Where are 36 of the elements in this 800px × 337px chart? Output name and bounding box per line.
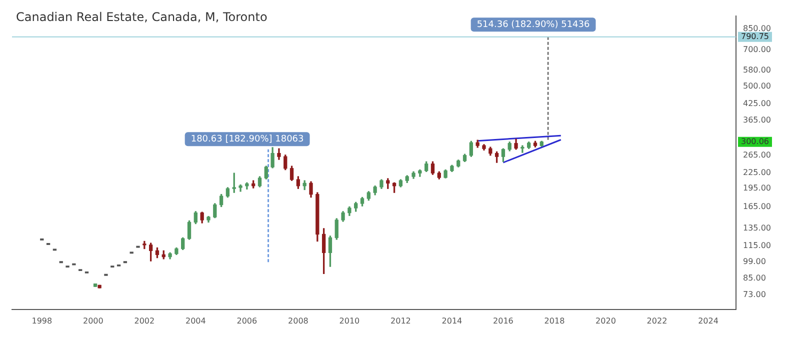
y-tick-label: 135.00 — [743, 224, 771, 233]
y-tick-label: 265.00 — [743, 150, 771, 160]
x-tick-label: 1998 — [32, 316, 52, 326]
y-tick-label: 115.00 — [743, 240, 771, 250]
x-tick-label: 2024 — [698, 316, 718, 326]
y-tick-label: 850.00 — [743, 24, 771, 34]
x-tick-label: 2020 — [596, 316, 616, 326]
x-tick-label: 2022 — [646, 316, 668, 326]
annotation: 180.63 [182.90%] 18063 — [190, 134, 304, 144]
x-tick-label: 2004 — [185, 316, 206, 326]
x-tick-label: 2018 — [544, 316, 565, 326]
y-tick-label: 700.00 — [743, 45, 771, 54]
x-tick-label: 2000 — [82, 316, 104, 326]
annotation: 514.36 (182.90%) 51436 — [476, 20, 590, 30]
y-tick-label: 225.00 — [743, 168, 771, 178]
y-tick-label: 425.00 — [743, 99, 771, 108]
y-tick-label: 500.00 — [743, 82, 771, 91]
text: 300.06 — [741, 136, 769, 146]
y-tick-label: 99.00 — [743, 257, 766, 266]
chart-title: Canadian Real Estate, Canada, M, Toronto — [16, 10, 268, 24]
y-tick-label: 195.00 — [743, 184, 771, 193]
candlestick — [93, 284, 98, 287]
x-tick-label: 2012 — [390, 316, 411, 326]
x-tick-label: 2014 — [442, 316, 462, 326]
y-tick-label: 85.00 — [743, 274, 766, 283]
y-tick-label: 73.00 — [743, 290, 766, 300]
x-tick-label: 2002 — [134, 316, 155, 326]
x-tick-label: 2010 — [339, 316, 360, 326]
x-tick-label: 2016 — [493, 316, 514, 326]
y-tick-label: 365.00 — [743, 116, 771, 125]
candlestick — [98, 284, 102, 288]
y-tick-label: 580.00 — [743, 66, 771, 75]
x-tick-label: 2008 — [288, 316, 308, 326]
ref-line-label: 790.75 — [741, 32, 769, 41]
x-tick-label: 2006 — [236, 316, 258, 326]
y-tick-label: 165.00 — [743, 202, 771, 211]
